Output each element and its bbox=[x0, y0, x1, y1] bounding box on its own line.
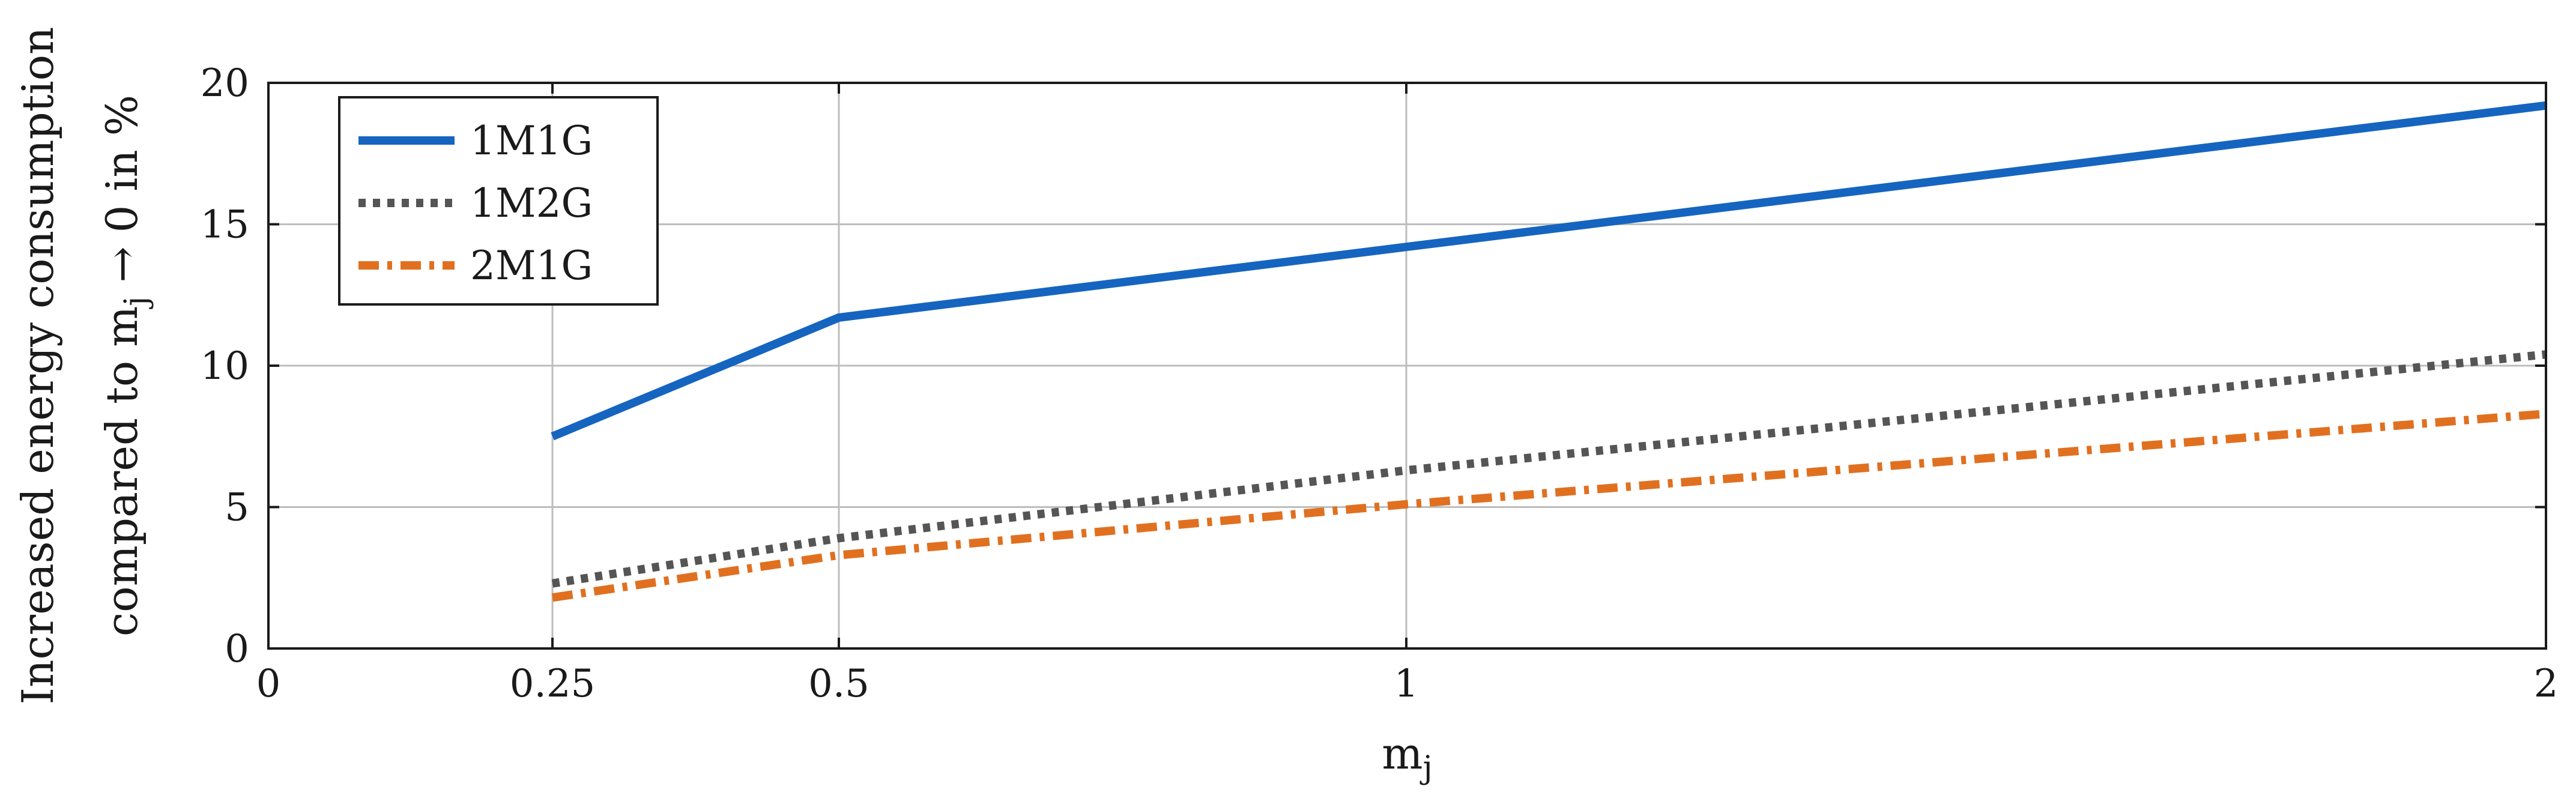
y-axis-label-line1: Increased energy consumption bbox=[13, 27, 63, 705]
y-tick-label-2: 10 bbox=[201, 344, 249, 388]
legend-item-1m2g: 1M2G bbox=[358, 180, 593, 226]
x-tick-label-3: 1 bbox=[1394, 662, 1419, 706]
y-axis-label: Increased energy consumption compared to… bbox=[13, 27, 154, 705]
legend-item-1m1g: 1M1G bbox=[358, 118, 593, 164]
y-tick-label-3: 15 bbox=[201, 203, 249, 247]
y-axis-label-line2: compared to mj → 0 in % bbox=[97, 95, 154, 636]
legend-label: 2M1G bbox=[470, 243, 593, 289]
x-tick-label-1: 0.25 bbox=[510, 662, 596, 706]
y-tick-label-1: 5 bbox=[225, 486, 249, 530]
x-axis-ticks: 0 0.25 0.5 1 2 bbox=[256, 83, 2559, 706]
legend: 1M1G 1M2G 2M1G bbox=[338, 96, 659, 306]
x-tick-label-0: 0 bbox=[256, 662, 281, 706]
x-tick-label-4: 2 bbox=[2534, 662, 2559, 706]
y-axis-ticks: 0 5 10 15 20 bbox=[201, 61, 2546, 671]
legend-item-2m1g: 2M1G bbox=[358, 243, 593, 289]
series-line-1m2g bbox=[551, 350, 2547, 588]
y-tick-label-0: 0 bbox=[225, 627, 249, 671]
x-axis-label: mj bbox=[1382, 728, 1432, 786]
series-line-2m1g bbox=[551, 410, 2547, 602]
series-line-1m1g bbox=[551, 101, 2547, 441]
legend-label: 1M1G bbox=[470, 118, 593, 164]
y-tick-label-4: 20 bbox=[201, 61, 249, 106]
series-lines bbox=[551, 101, 2547, 602]
legend-label: 1M2G bbox=[470, 180, 593, 226]
x-tick-label-2: 0.5 bbox=[808, 662, 869, 706]
